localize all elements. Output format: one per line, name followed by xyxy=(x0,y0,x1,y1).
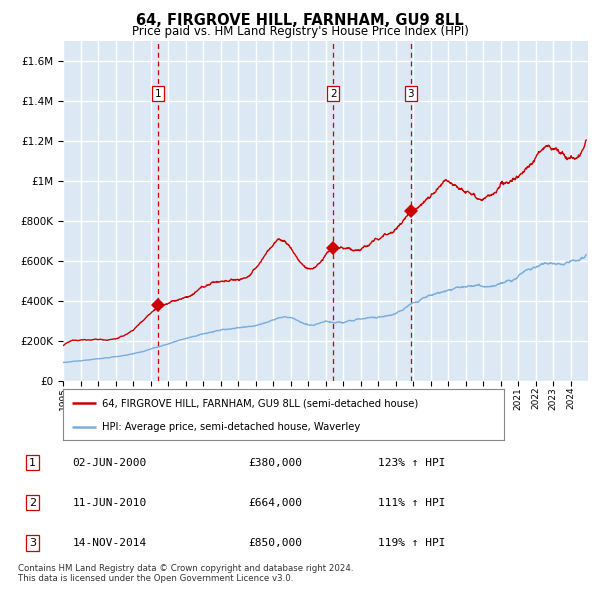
Text: 111% ↑ HPI: 111% ↑ HPI xyxy=(378,498,445,507)
Text: 14-NOV-2014: 14-NOV-2014 xyxy=(73,538,147,548)
Text: 64, FIRGROVE HILL, FARNHAM, GU9 8LL: 64, FIRGROVE HILL, FARNHAM, GU9 8LL xyxy=(136,13,464,28)
Text: 11-JUN-2010: 11-JUN-2010 xyxy=(73,498,147,507)
Text: £380,000: £380,000 xyxy=(248,458,302,467)
Text: 02-JUN-2000: 02-JUN-2000 xyxy=(73,458,147,467)
Text: Price paid vs. HM Land Registry's House Price Index (HPI): Price paid vs. HM Land Registry's House … xyxy=(131,25,469,38)
Text: 1: 1 xyxy=(29,458,36,467)
Text: 3: 3 xyxy=(29,538,36,548)
Text: 2: 2 xyxy=(29,498,36,507)
Text: 2: 2 xyxy=(330,89,337,99)
Text: 119% ↑ HPI: 119% ↑ HPI xyxy=(378,538,445,548)
Text: Contains HM Land Registry data © Crown copyright and database right 2024.
This d: Contains HM Land Registry data © Crown c… xyxy=(18,563,353,583)
Text: HPI: Average price, semi-detached house, Waverley: HPI: Average price, semi-detached house,… xyxy=(102,422,360,432)
Text: 3: 3 xyxy=(407,89,414,99)
Text: 1: 1 xyxy=(155,89,161,99)
Text: £850,000: £850,000 xyxy=(248,538,302,548)
Text: 64, FIRGROVE HILL, FARNHAM, GU9 8LL (semi-detached house): 64, FIRGROVE HILL, FARNHAM, GU9 8LL (sem… xyxy=(102,398,418,408)
Text: 123% ↑ HPI: 123% ↑ HPI xyxy=(378,458,445,467)
Text: £664,000: £664,000 xyxy=(248,498,302,507)
